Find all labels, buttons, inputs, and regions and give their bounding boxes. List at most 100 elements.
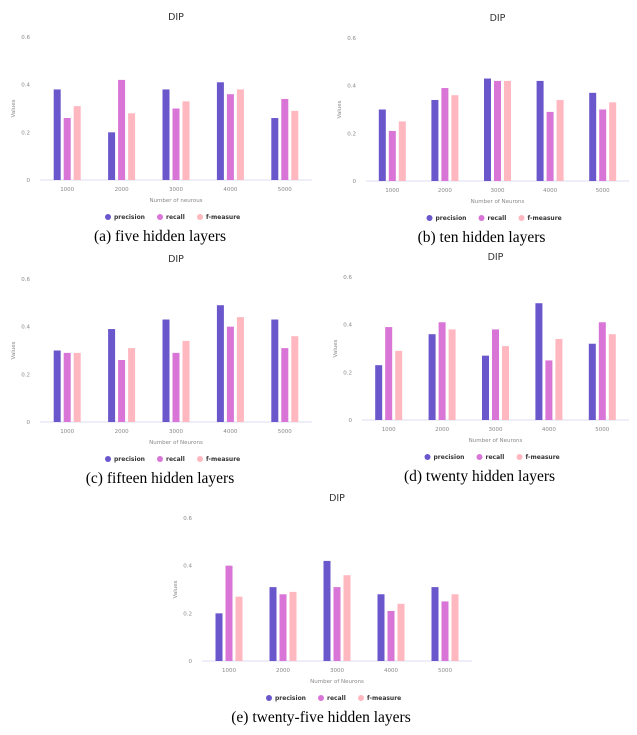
bar-f-measure-5000 — [291, 336, 299, 422]
bar-precision-5000 — [431, 587, 439, 661]
bar-precision-2000 — [269, 587, 277, 661]
bar-precision-3000 — [484, 78, 491, 181]
x-tick-label: 2000 — [115, 187, 129, 193]
bar-recall-5000 — [281, 348, 289, 422]
legend-label-f-measure: f-measure — [206, 456, 240, 463]
x-tick-label: 3000 — [330, 668, 344, 674]
bar-precision-5000 — [589, 92, 597, 181]
legend-marker-recall — [318, 695, 324, 701]
bar-f-measure-1000 — [398, 121, 406, 181]
bar-f-measure-5000 — [608, 334, 616, 420]
x-tick-label: 3000 — [491, 188, 505, 194]
legend-label-precision: precision — [434, 454, 465, 461]
x-tick-label: 2000 — [276, 668, 290, 674]
legend-label-recall: recall — [166, 456, 185, 463]
bar-precision-3000 — [162, 319, 170, 422]
legend-marker-recall — [157, 456, 163, 462]
legend-label-f-measure: f-measure — [206, 214, 240, 221]
bar-f-measure-4000 — [236, 89, 244, 180]
y-tick-label: 0.6 — [347, 36, 356, 42]
y-tick-label: 0 — [189, 659, 193, 665]
chart-panel-c: DIP 0 0.2 0.4 0.6 Values 1000 2000 3000 4000 5000 N… — [0, 242, 320, 492]
y-tick-label: 0.2 — [183, 611, 192, 617]
bar-recall-2000 — [118, 360, 126, 422]
bar-recall-1000 — [225, 565, 233, 661]
bar-recall-4000 — [545, 360, 553, 420]
bar-f-measure-2000 — [448, 329, 456, 420]
x-tick-label: 4000 — [384, 668, 398, 674]
legend-label-precision: precision — [114, 456, 145, 463]
bar-f-measure-2000 — [289, 591, 297, 661]
caption-c: (c) fifteen hidden layers — [85, 470, 235, 487]
bar-f-measure-1000 — [73, 352, 81, 422]
bar-f-measure-3000 — [343, 575, 351, 661]
caption-e: (e) twenty-five hidden layers — [231, 709, 411, 726]
legend-label-f-measure: f-measure — [367, 695, 401, 702]
bar-f-measure-3000 — [182, 101, 190, 180]
x-tick-label: 4000 — [223, 429, 237, 435]
y-tick-label: 0.4 — [183, 564, 192, 570]
legend-marker-precision — [105, 456, 111, 462]
y-tick-label: 0.6 — [21, 277, 30, 283]
bar-recall-5000 — [599, 109, 607, 181]
y-tick-label: 0.6 — [183, 516, 192, 522]
x-axis-label: Number of Neurons — [469, 438, 523, 444]
y-axis-label: Values — [11, 99, 17, 117]
y-tick-label: 0.2 — [347, 131, 356, 137]
bar-recall-2000 — [279, 594, 287, 661]
bar-f-measure-1000 — [395, 350, 403, 420]
bar-precision-2000 — [108, 132, 116, 180]
bar-recall-3000 — [492, 329, 499, 420]
chart-panel-d: DIP 0 0.2 0.4 0.6 Values 1000 2000 3000 4000 5000 N… — [322, 240, 637, 490]
x-tick-label: 2000 — [435, 427, 449, 433]
x-axis-label: Number of neurous — [149, 198, 202, 204]
bar-recall-1000 — [388, 130, 396, 181]
bar-precision-5000 — [271, 319, 279, 422]
bar-recall-2000 — [441, 88, 449, 181]
y-tick-label: 0.4 — [347, 84, 356, 90]
legend-marker-recall — [478, 215, 485, 221]
y-axis-label: Values — [11, 341, 17, 359]
y-tick-label: 0.4 — [21, 83, 30, 89]
bar-precision-2000 — [108, 329, 116, 422]
bar-recall-3000 — [172, 352, 180, 422]
x-tick-label: 4000 — [542, 427, 556, 433]
legend-marker-precision — [105, 214, 111, 220]
bar-precision-4000 — [216, 305, 224, 422]
legend-marker-f-measure — [518, 215, 525, 221]
legend-marker-recall — [476, 454, 483, 460]
x-tick-label: 1000 — [385, 188, 399, 194]
y-axis-label: Values — [333, 339, 339, 357]
bar-f-measure-4000 — [555, 338, 563, 420]
legend-marker-f-measure — [197, 456, 203, 462]
bar-f-measure-4000 — [397, 603, 405, 661]
bar-recall-1000 — [385, 327, 393, 420]
legend-marker-precision — [426, 215, 433, 221]
legend-marker-precision — [266, 695, 272, 701]
x-axis-label: Number of Neurons — [149, 440, 203, 446]
x-axis-label: Number of Neurons — [310, 679, 364, 685]
y-tick-label: 0.4 — [21, 325, 30, 331]
legend-label-precision: precision — [114, 214, 145, 221]
legend-label-recall: recall — [488, 215, 507, 222]
x-tick-label: 1000 — [222, 668, 236, 674]
x-tick-label: 4000 — [223, 187, 237, 193]
x-tick-label: 2000 — [438, 188, 452, 194]
chart-title: DIP — [329, 493, 345, 504]
bar-recall-5000 — [441, 601, 449, 661]
bar-precision-3000 — [162, 89, 170, 180]
bar-recall-3000 — [494, 80, 501, 181]
y-tick-label: 0 — [353, 179, 357, 185]
legend-label-f-measure: f-measure — [528, 215, 562, 222]
bar-f-measure-4000 — [556, 99, 564, 181]
caption-a: (a) five hidden layers — [93, 228, 227, 245]
x-tick-label: 5000 — [596, 188, 610, 194]
x-tick-label: 1000 — [60, 429, 74, 435]
x-tick-label: 3000 — [489, 427, 503, 433]
legend-marker-recall — [157, 214, 163, 220]
bar-precision-4000 — [216, 82, 224, 180]
y-tick-label: 0.2 — [21, 372, 30, 378]
legend-marker-f-measure — [358, 695, 364, 701]
y-tick-label: 0.6 — [343, 275, 352, 281]
y-tick-label: 0 — [27, 178, 31, 184]
